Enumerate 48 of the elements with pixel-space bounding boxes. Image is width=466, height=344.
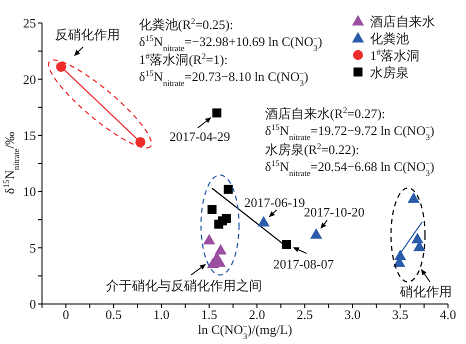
annotation: 2017-08-07 xyxy=(273,256,334,272)
annotation: 化粪池(R$^{2}$=0.25): xyxy=(139,16,234,32)
point xyxy=(203,234,216,244)
x-tick-label: 3.5 xyxy=(392,307,408,322)
x-tick-label: 4.0 xyxy=(440,307,456,322)
x-tick-label: 1.0 xyxy=(153,307,170,322)
annotation: 2017-04-29 xyxy=(169,128,230,144)
annotation: 介于硝化与反硝化作用之间 xyxy=(106,278,262,293)
point xyxy=(411,232,424,244)
point xyxy=(222,214,231,224)
point xyxy=(224,184,233,194)
point xyxy=(214,244,227,255)
annotation: δ$^{15}$N$_{nitrate}$=20.73−8.10 ln C(NO$_{3}$$^{−}$) xyxy=(139,68,308,88)
x-tick-label: 1.5 xyxy=(201,307,218,322)
legend-label: 水房泉 xyxy=(370,65,409,80)
point xyxy=(282,240,292,249)
annotation: 1$^{#}$落水洞(R$^{2}$=1): xyxy=(139,51,228,67)
y-tick-label: 5 xyxy=(30,240,36,256)
legend-label: 1$^{#}$落水洞 xyxy=(370,47,420,63)
annotation: δ$^{15}$N$_{nitrate}$=−32.98+10.69 ln C(NO$_{3}$$^{−}$) xyxy=(139,33,322,53)
x-axis-title: ln C(NO$_{3}$$^{−}$)/(mg/L) xyxy=(198,321,292,341)
point xyxy=(212,108,222,118)
legend-label: 酒店自来水 xyxy=(370,14,435,29)
x-tick-label: 0 xyxy=(62,307,70,322)
y-tick-label: 25 xyxy=(23,16,36,31)
y-tick-label: 15 xyxy=(23,128,36,144)
legend-label: 化粪池 xyxy=(370,31,409,46)
annotation: δ$^{15}$N$_{nitrate}$=20.54−6.68 ln C(NO$_{3}$$^{−}$) xyxy=(265,158,434,178)
x-tick-label: 2.0 xyxy=(248,307,266,322)
point xyxy=(310,228,322,239)
y-tick-label: 20 xyxy=(23,72,36,87)
annotation: 酒店自来水(R$^{2}$=0.27): xyxy=(265,105,386,121)
annotation: 硝化作用 xyxy=(399,284,452,299)
point xyxy=(208,205,217,214)
annotation: 反硝化作用 xyxy=(55,27,120,42)
annotation: δ$^{15}$N$_{nitrate}$=19.72−9.72 ln C(NO$_{3}$$^{−}$) xyxy=(265,122,434,142)
y-tick-label: 10 xyxy=(23,184,36,200)
y-tick-label: 0 xyxy=(30,296,36,312)
point xyxy=(258,216,270,226)
x-tick-label: 0.5 xyxy=(106,307,122,322)
x-tick-label: 2.5 xyxy=(296,307,313,322)
point xyxy=(56,62,66,72)
annotation: 2017-06-19 xyxy=(244,194,305,210)
x-tick-label: 3.0 xyxy=(344,307,361,322)
point xyxy=(135,137,146,148)
point xyxy=(408,192,420,203)
annotation: 2017-10-20 xyxy=(304,204,365,220)
annotation: 水房泉(R$^{2}$=0.22): xyxy=(265,141,360,157)
